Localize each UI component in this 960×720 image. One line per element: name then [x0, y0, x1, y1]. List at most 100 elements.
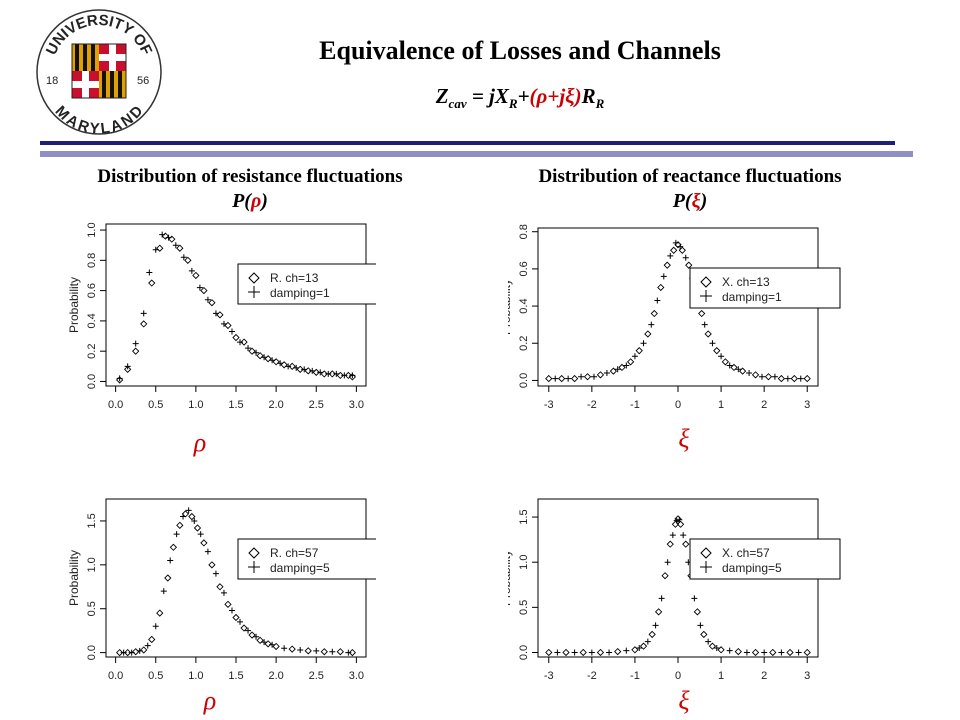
- data-point-plus: [261, 354, 268, 361]
- data-point-diamond: [639, 642, 648, 650]
- data-point-plus: [325, 370, 332, 377]
- data-point-plus: [220, 320, 227, 327]
- data-point-diamond: [545, 374, 553, 383]
- data-point-plus: [701, 321, 708, 328]
- x-tick-label: 2.5: [309, 399, 324, 411]
- legend-plus-marker: [700, 290, 712, 302]
- data-point-plus: [167, 557, 174, 564]
- x-tick-label: 0.5: [148, 399, 163, 411]
- cavity-impedance-formula: Zcav = jXR+(ρ+jξ)RR: [350, 84, 690, 112]
- data-point-diamond: [232, 613, 240, 622]
- data-point-plus: [237, 618, 244, 625]
- data-point-plus: [735, 366, 742, 373]
- data-point-diamond: [734, 647, 742, 656]
- data-point-plus: [329, 648, 336, 655]
- data-point-plus: [180, 513, 187, 520]
- data-point-diamond: [704, 330, 712, 338]
- data-point-diamond: [256, 352, 264, 360]
- data-point-diamond: [663, 261, 671, 269]
- data-point-diamond: [708, 642, 717, 650]
- data-point-plus: [185, 507, 192, 514]
- data-point-plus: [761, 649, 768, 656]
- data-point-diamond: [224, 600, 232, 608]
- data-point-plus: [253, 349, 260, 356]
- chart-resistance-ch13: 0.0 0.2 0.4 0.6 0.8 1.0 0.0 0.5 1.0 1.5 2.0 2.5 3.0 P…: [67, 222, 376, 411]
- data-point-plus: [146, 269, 153, 276]
- y-tick-label: 0.2: [518, 336, 530, 351]
- data-point-plus: [658, 595, 665, 602]
- data-point-diamond: [674, 515, 682, 523]
- data-point-diamond: [116, 376, 124, 384]
- x-tick-label: 1.0: [188, 670, 203, 682]
- data-point-plus: [778, 649, 785, 656]
- university-seal-logo: UNIVERSITY OF MARYLAND 18 56: [36, 9, 162, 136]
- data-point-diamond: [654, 608, 663, 616]
- y-axis-label: Probability: [508, 550, 513, 606]
- plot-frame: [105, 223, 367, 387]
- x-tick-label: -1: [630, 399, 640, 411]
- data-point-plus: [571, 649, 578, 656]
- legend-diamond-marker: [248, 272, 260, 284]
- data-point-diamond: [777, 374, 786, 383]
- y-tick-label: 0.4: [86, 313, 98, 328]
- rho-axis-symbol-top: ρ: [193, 428, 207, 457]
- data-point-plus: [345, 649, 352, 656]
- data-point-diamond: [272, 642, 280, 651]
- y-tick-label: 0.0: [86, 645, 98, 660]
- y-tick-label: 0.0: [86, 374, 98, 389]
- data-point-plus: [317, 369, 324, 376]
- data-point-diamond: [738, 367, 747, 375]
- data-point-diamond: [558, 374, 566, 383]
- data-point-diamond: [116, 648, 124, 657]
- data-point-plus: [743, 649, 750, 656]
- data-point-diamond: [216, 583, 224, 591]
- x-tick-label: 1.0: [188, 399, 203, 411]
- data-point-diamond: [296, 365, 304, 373]
- data-point-diamond: [657, 283, 665, 292]
- legend-diamond-marker: [700, 547, 712, 559]
- data-point-diamond: [769, 648, 777, 657]
- data-point-diamond: [161, 232, 170, 240]
- data-point-diamond: [609, 367, 618, 375]
- y-tick-label: 0.5: [518, 600, 530, 615]
- left-subtitle-suffix: ): [261, 190, 268, 212]
- data-point-plus: [313, 647, 320, 654]
- data-point-plus: [349, 372, 356, 379]
- data-point-plus: [120, 649, 127, 656]
- data-point-plus: [759, 373, 765, 380]
- formula-xr-subscript: R: [508, 96, 518, 112]
- data-point-diamond: [168, 235, 176, 243]
- data-point-plus: [797, 375, 804, 382]
- data-point-plus: [261, 639, 268, 646]
- formula-lhs: Z: [435, 84, 449, 108]
- data-point-plus: [713, 644, 720, 651]
- data-point-diamond: [618, 363, 626, 372]
- data-point-diamond: [208, 299, 216, 307]
- data-point-plus: [771, 373, 778, 380]
- data-point-diamond: [312, 368, 320, 377]
- data-point-diamond: [614, 647, 622, 656]
- data-point-diamond: [169, 543, 178, 551]
- data-point-diamond: [232, 333, 240, 342]
- data-point-plus: [644, 638, 651, 645]
- data-point-diamond: [676, 520, 685, 528]
- data-point-diamond: [583, 373, 592, 381]
- xi-axis-symbol-bottom: ξ: [678, 686, 690, 715]
- data-point-diamond: [140, 320, 148, 328]
- data-point-diamond: [164, 574, 172, 582]
- data-point-diamond: [132, 648, 140, 656]
- data-point-plus: [795, 649, 802, 656]
- data-point-diamond: [240, 624, 248, 632]
- legend-box: [689, 267, 841, 309]
- data-point-plus: [654, 297, 661, 304]
- x-tick-label: 3: [804, 399, 810, 411]
- data-point-plus: [301, 366, 308, 373]
- data-point-diamond: [713, 347, 721, 355]
- data-point-diamond: [124, 365, 132, 373]
- data-point-diamond: [666, 540, 674, 548]
- y-tick-label: 0.4: [518, 298, 530, 313]
- data-point-diamond: [764, 373, 773, 381]
- data-point-plus: [132, 340, 139, 347]
- data-point-diamond: [328, 370, 336, 378]
- data-point-plus: [165, 234, 172, 241]
